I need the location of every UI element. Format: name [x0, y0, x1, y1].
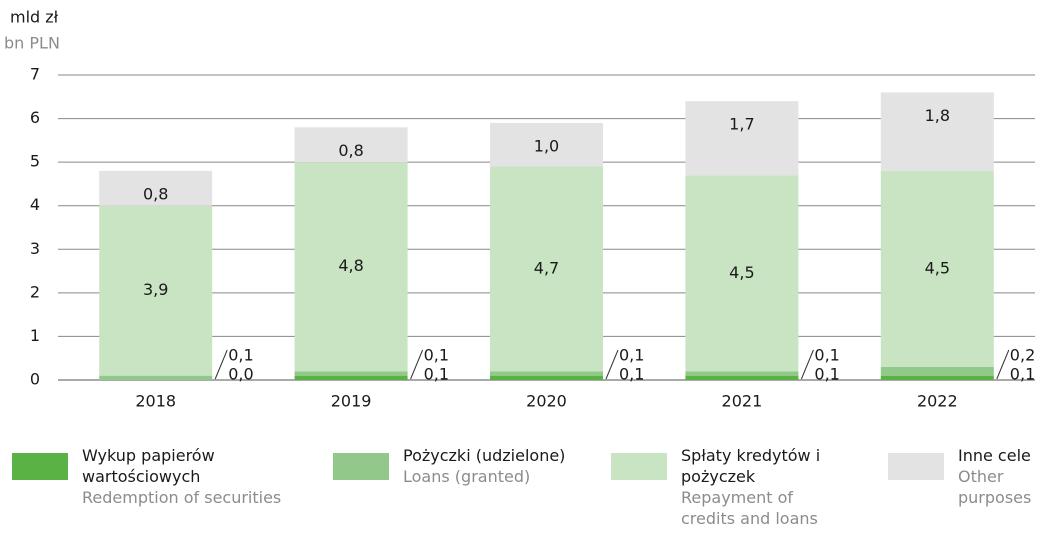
label-leader — [410, 349, 424, 380]
data-label: 0,1 — [424, 365, 449, 384]
data-label: 4,5 — [925, 258, 950, 277]
bar-segment — [490, 122, 603, 167]
legend-swatch — [888, 453, 944, 480]
data-label: 0,1 — [228, 346, 253, 365]
data-label: 4,7 — [534, 258, 559, 277]
bar-segment — [490, 166, 603, 372]
data-label: 3,9 — [143, 280, 168, 299]
bar-segment — [685, 101, 799, 176]
bar-segment — [490, 371, 603, 376]
legend-item: Spłaty kredytów i pożyczek Repayment of c… — [611, 445, 821, 529]
bar-segment — [685, 375, 799, 380]
y-axis-label: mld zł — [10, 8, 59, 27]
bar-segment — [880, 366, 994, 376]
data-label: 0,8 — [143, 184, 168, 203]
y-tick-label: 3 — [30, 239, 40, 258]
bar-segment — [294, 127, 408, 163]
data-label: 0,1 — [619, 346, 644, 365]
data-label: 0,0 — [228, 365, 253, 384]
legend-label: Spłaty kredytów i pożyczek — [681, 446, 821, 486]
data-label: 0,1 — [814, 365, 839, 384]
legend-label-en: Loans (granted) — [403, 467, 531, 486]
legend-text: Pożyczki (udzielone) Loans (granted) — [403, 445, 633, 487]
legend-swatch — [12, 453, 68, 480]
legend-text: Inne cele Other purposes — [958, 445, 1038, 508]
data-label: 0,1 — [619, 365, 644, 384]
legend-label-en: Other purposes — [958, 467, 1032, 507]
bar-segment — [294, 371, 408, 376]
label-leader — [800, 349, 814, 380]
bar-segment — [490, 375, 603, 380]
data-label: 0,2 — [1010, 346, 1035, 365]
label-leader — [214, 349, 228, 380]
bar-segment — [99, 170, 213, 206]
data-label: 1,8 — [925, 106, 950, 125]
y-tick-label: 6 — [30, 108, 40, 127]
legend-text: Spłaty kredytów i pożyczek Repayment of c… — [681, 445, 821, 529]
bar-segment — [99, 205, 213, 376]
data-label: 4,8 — [338, 256, 363, 275]
legend-label-en: Repayment of credits and loans — [681, 488, 818, 528]
y-tick-label: 0 — [30, 370, 40, 389]
data-label: 0,1 — [1010, 365, 1035, 384]
y-axis-label-en: bn PLN — [4, 34, 60, 53]
label-leader — [996, 349, 1010, 380]
x-tick-label: 2019 — [331, 392, 372, 411]
legend-label: Pożyczki (udzielone) — [403, 446, 566, 465]
y-tick-label: 2 — [30, 282, 40, 301]
label-leader — [605, 349, 619, 380]
legend-item: Inne cele Other purposes — [888, 445, 1038, 508]
data-label: 4,5 — [729, 263, 754, 282]
x-tick-label: 2022 — [917, 392, 958, 411]
legend-swatch — [333, 453, 389, 480]
x-tick-label: 2020 — [526, 392, 567, 411]
data-label: 0,1 — [424, 346, 449, 365]
y-tick-label: 7 — [30, 65, 40, 84]
x-tick-label: 2021 — [722, 392, 763, 411]
bar-segment — [685, 371, 799, 376]
chart: mld zł bn PLN 0123456720180,00,13,90,820… — [4, 8, 1035, 411]
bar-segment — [685, 175, 799, 372]
y-tick-label: 4 — [30, 195, 40, 214]
y-tick-label: 5 — [30, 152, 40, 171]
data-label: 1,7 — [729, 115, 754, 134]
legend-label: Inne cele — [958, 446, 1031, 465]
bar-segment — [880, 170, 994, 367]
legend-swatch — [611, 453, 667, 480]
bar-segment — [880, 375, 994, 380]
data-label: 0,8 — [338, 141, 363, 160]
data-label: 1,0 — [534, 136, 559, 155]
bar-segment — [294, 375, 408, 380]
legend-text: Wykup papierów wartościowych Redemption o… — [82, 445, 312, 508]
legend-label-en: Redemption of securities — [82, 488, 282, 507]
y-tick-label: 1 — [30, 326, 40, 345]
bar-segment — [880, 92, 994, 171]
legend-item: Wykup papierów wartościowych Redemption o… — [12, 445, 312, 508]
bar-segment — [99, 375, 213, 380]
x-tick-label: 2018 — [135, 392, 176, 411]
bar-segment — [294, 162, 408, 372]
legend-label: Wykup papierów wartościowych — [82, 446, 215, 486]
data-label: 0,1 — [814, 346, 839, 365]
legend-item: Pożyczki (udzielone) Loans (granted) — [333, 445, 633, 487]
